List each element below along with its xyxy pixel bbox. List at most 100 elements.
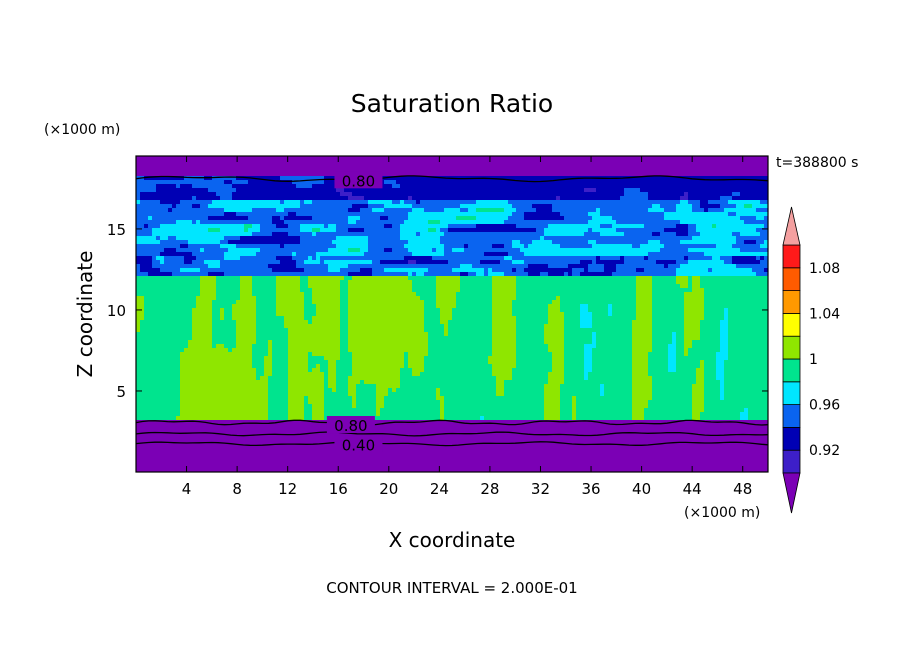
field-cell (336, 236, 368, 240)
field-cell (180, 388, 268, 392)
field-cell (436, 392, 440, 396)
field-cell (240, 292, 252, 296)
field-cell (324, 376, 328, 380)
field-cell (680, 240, 736, 244)
field-cell (216, 292, 240, 296)
field-cell (580, 308, 588, 312)
field-cell (336, 224, 384, 228)
field-cell (492, 320, 516, 324)
field-cell (388, 388, 392, 392)
field-cell (264, 360, 272, 364)
field-cell (652, 332, 672, 336)
field-cell (640, 188, 768, 192)
field-cell (664, 216, 740, 220)
field-cell (428, 220, 440, 224)
field-cell (216, 288, 240, 292)
field-cell (740, 416, 748, 420)
field-cell (180, 352, 252, 356)
field-cell (440, 316, 452, 320)
field-cell (136, 160, 768, 164)
field-cell (704, 296, 768, 300)
field-cell (740, 248, 768, 252)
field-cell (512, 240, 520, 244)
field-cell (716, 356, 728, 360)
field-cell (352, 364, 404, 368)
field-cell (732, 244, 760, 248)
field-cell (732, 192, 740, 196)
field-cell (392, 388, 396, 392)
field-cell (276, 292, 304, 296)
field-cell (580, 272, 612, 276)
field-cell (212, 304, 232, 308)
field-cell (684, 308, 704, 312)
field-cell (176, 220, 192, 224)
field-cell (304, 300, 312, 304)
field-cell (684, 312, 704, 316)
field-cell (316, 232, 400, 236)
field-cell (348, 216, 360, 220)
field-cell (392, 200, 400, 204)
field-cell (632, 404, 648, 408)
field-cell (312, 316, 340, 320)
field-cell (668, 364, 676, 368)
field-cell (136, 396, 180, 400)
field-cell (300, 228, 312, 232)
field-cell (560, 308, 580, 312)
field-cell (548, 344, 564, 348)
field-cell (516, 344, 548, 348)
field-cell (688, 260, 724, 264)
field-cell (444, 412, 544, 416)
contour-line-lower-060 (136, 431, 768, 437)
field-cell (332, 240, 368, 244)
field-cell (448, 332, 492, 336)
field-cell (252, 288, 276, 292)
field-cell (504, 392, 544, 396)
field-cell (644, 416, 692, 420)
field-cell (676, 368, 696, 372)
field-cell (560, 300, 636, 304)
field-cell (276, 304, 304, 308)
field-cell (288, 372, 324, 376)
field-cell (252, 280, 276, 284)
field-cell (236, 344, 252, 348)
field-cell (448, 328, 492, 332)
field-cell (268, 384, 288, 388)
field-cell (268, 404, 288, 408)
field-cell (488, 360, 516, 364)
field-cell (376, 392, 388, 396)
field-cell (584, 372, 588, 376)
field-cell (288, 344, 340, 348)
field-cell (268, 392, 288, 396)
field-cell (252, 344, 268, 348)
field-cell (476, 224, 516, 228)
field-cell (552, 352, 564, 356)
field-cell (440, 320, 448, 324)
field-cell (144, 176, 184, 180)
field-cell (504, 272, 528, 276)
field-cell (136, 252, 160, 256)
field-cell (572, 272, 580, 276)
field-cell (596, 188, 624, 192)
field-cell (300, 236, 336, 240)
field-cell (692, 404, 704, 408)
field-cell (136, 360, 180, 364)
field-cell (224, 208, 252, 212)
field-cell (144, 316, 192, 320)
field-cell (456, 304, 492, 308)
field-cell (328, 368, 336, 372)
field-cell (632, 360, 648, 364)
field-cell (516, 320, 548, 324)
contour-line-upper (136, 175, 768, 183)
field-cell (704, 308, 724, 312)
field-cell (444, 324, 448, 328)
field-cell (708, 268, 712, 272)
field-cell (512, 312, 548, 316)
field-cell (232, 180, 248, 184)
field-cell (760, 244, 768, 248)
field-cell (580, 324, 592, 328)
field-cell (136, 208, 168, 212)
field-cell (236, 340, 256, 344)
field-cell (716, 244, 732, 248)
field-cell (660, 248, 688, 252)
field-cell (248, 180, 292, 184)
